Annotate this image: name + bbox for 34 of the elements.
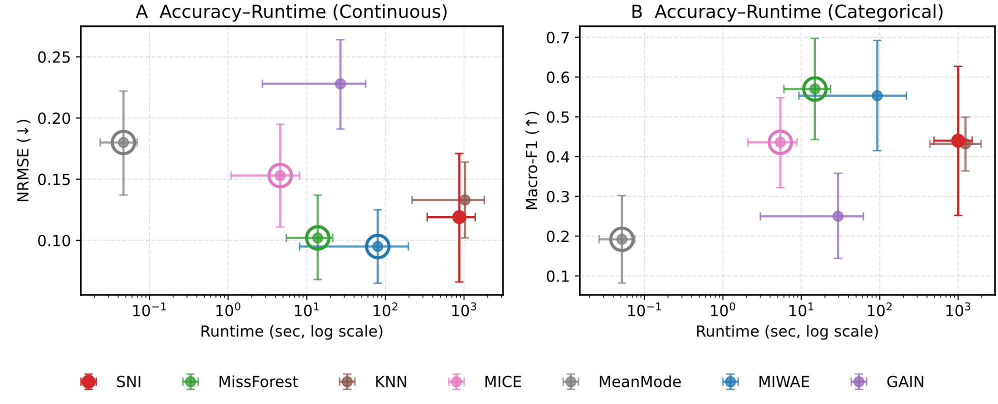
x-tick-label: 10$^{1}$	[294, 302, 319, 316]
chart-title: A Accuracy–Runtime (Continuous)	[136, 4, 447, 22]
legend-label: KNN	[376, 376, 406, 388]
y-tick-label: 0.7	[546, 32, 569, 44]
y-tick-label: 0.20	[38, 112, 70, 124]
x-tick-label: 10$^{0}$	[711, 302, 736, 316]
y-tick-label: 0.3	[546, 190, 569, 202]
legend-label: GAIN	[887, 376, 924, 388]
y-tick-label: 0.1	[546, 270, 569, 282]
y-tick-label: 0.2	[546, 230, 569, 242]
x-tick-label: 10$^{2}$	[868, 302, 892, 316]
x-tick-label: 10$^{3}$	[452, 302, 476, 316]
legend-label: MeanMode	[600, 375, 681, 388]
x-tick-label: 10$^{3}$	[946, 302, 970, 316]
y-tick-label: 0.6	[546, 72, 570, 84]
y-tick-label: 0.4	[546, 151, 570, 163]
y-axis-title: Macro-F1 (↑)	[525, 112, 540, 210]
x-tick-label: 10$^{1}$	[790, 302, 814, 316]
x-tick-label: 10$^{−1}$	[133, 302, 166, 316]
chart-title: B Accuracy–Runtime (Categorical)	[632, 4, 943, 22]
legend-label: MissForest	[220, 375, 298, 388]
legend-label: SNI	[117, 376, 140, 388]
y-tick-label: 0.5	[546, 111, 569, 123]
y-tick-label: 0.15	[38, 174, 70, 186]
y-tick-label: 0.10	[38, 234, 70, 246]
x-tick-label: 10$^{2}$	[374, 302, 398, 316]
legend-label: MIWAE	[760, 376, 810, 388]
legend-label: MICE	[485, 376, 522, 388]
x-axis-title: Runtime (sec, log scale)	[202, 324, 382, 340]
x-axis-title: Runtime (sec, log scale)	[697, 324, 878, 340]
y-tick-label: 0.25	[38, 51, 70, 63]
x-tick-label: 10$^{−1}$	[628, 302, 661, 316]
y-axis-title: NRMSE (↓)	[16, 120, 30, 202]
x-tick-label: 10$^{0}$	[216, 302, 240, 316]
